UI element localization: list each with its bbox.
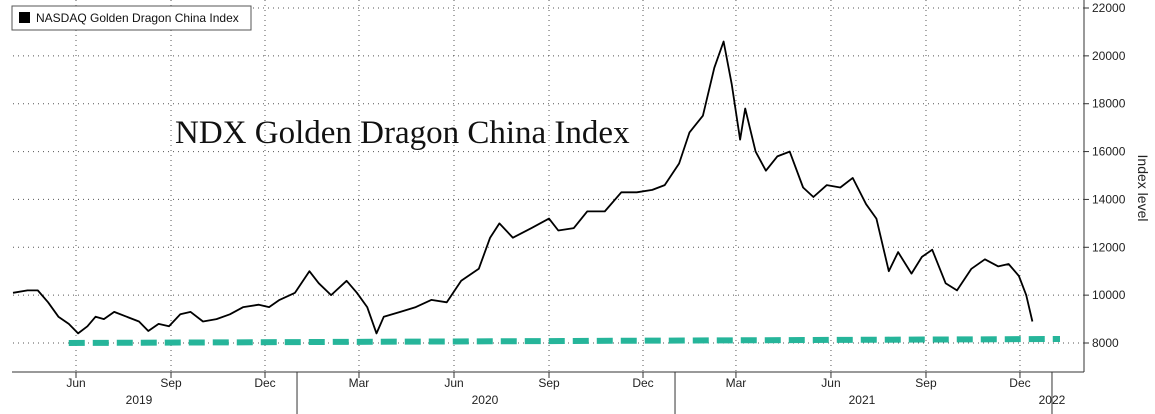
series-line-golden-dragon xyxy=(12,40,1034,335)
legend-label: NASDAQ Golden Dragon China Index xyxy=(36,11,239,25)
x-year-label-2020: 2020 xyxy=(472,393,499,407)
x-tick-label-2019-06: Jun xyxy=(66,376,85,390)
x-tick-label-2020-03: Mar xyxy=(349,376,370,390)
x-tick-label-2020-09: Sep xyxy=(538,376,560,390)
x-year-label-2022: 2022 xyxy=(1039,393,1066,407)
x-tick-label-2020-06: Jun xyxy=(444,376,463,390)
y-tick-label-20000: 20000 xyxy=(1092,49,1126,63)
y-tick-label-8000: 8000 xyxy=(1092,336,1119,350)
y-tick-label-12000: 12000 xyxy=(1092,240,1126,254)
x-year-label-2021: 2021 xyxy=(849,393,876,407)
x-tick-label-2021-03: Mar xyxy=(726,376,747,390)
grid-lines xyxy=(13,0,1084,372)
x-tick-label-2021-06: Jun xyxy=(821,376,840,390)
x-tick-label-2021-12: Dec xyxy=(1009,376,1030,390)
y-tick-label-14000: 14000 xyxy=(1092,192,1126,206)
y-tick-label-10000: 10000 xyxy=(1092,288,1126,302)
y-tick-label-16000: 16000 xyxy=(1092,145,1126,159)
y-tick-labels: 8000 10000 12000 14000 16000 18000 20000 22000 xyxy=(1084,1,1126,350)
legend: NASDAQ Golden Dragon China Index xyxy=(11,5,252,31)
x-tick-labels: Jun Sep Dec Mar Jun Sep Dec Mar Jun Sep Dec 2019 202… xyxy=(66,372,1066,414)
legend-swatch xyxy=(19,12,30,23)
x-tick-label-2021-09: Sep xyxy=(915,376,937,390)
x-year-label-2019: 2019 xyxy=(126,393,153,407)
chart-title: NDX Golden Dragon China Index xyxy=(175,115,630,151)
y-tick-label-22000: 22000 xyxy=(1092,1,1126,15)
x-tick-label-2020-12: Dec xyxy=(632,376,653,390)
y-tick-label-18000: 18000 xyxy=(1092,97,1126,111)
reference-line-8000 xyxy=(68,336,1061,346)
legend-box xyxy=(11,5,252,31)
x-tick-label-2019-09: Sep xyxy=(160,376,182,390)
y-axis-label: Index level xyxy=(1135,155,1151,222)
x-tick-label-2019-12: Dec xyxy=(254,376,275,390)
